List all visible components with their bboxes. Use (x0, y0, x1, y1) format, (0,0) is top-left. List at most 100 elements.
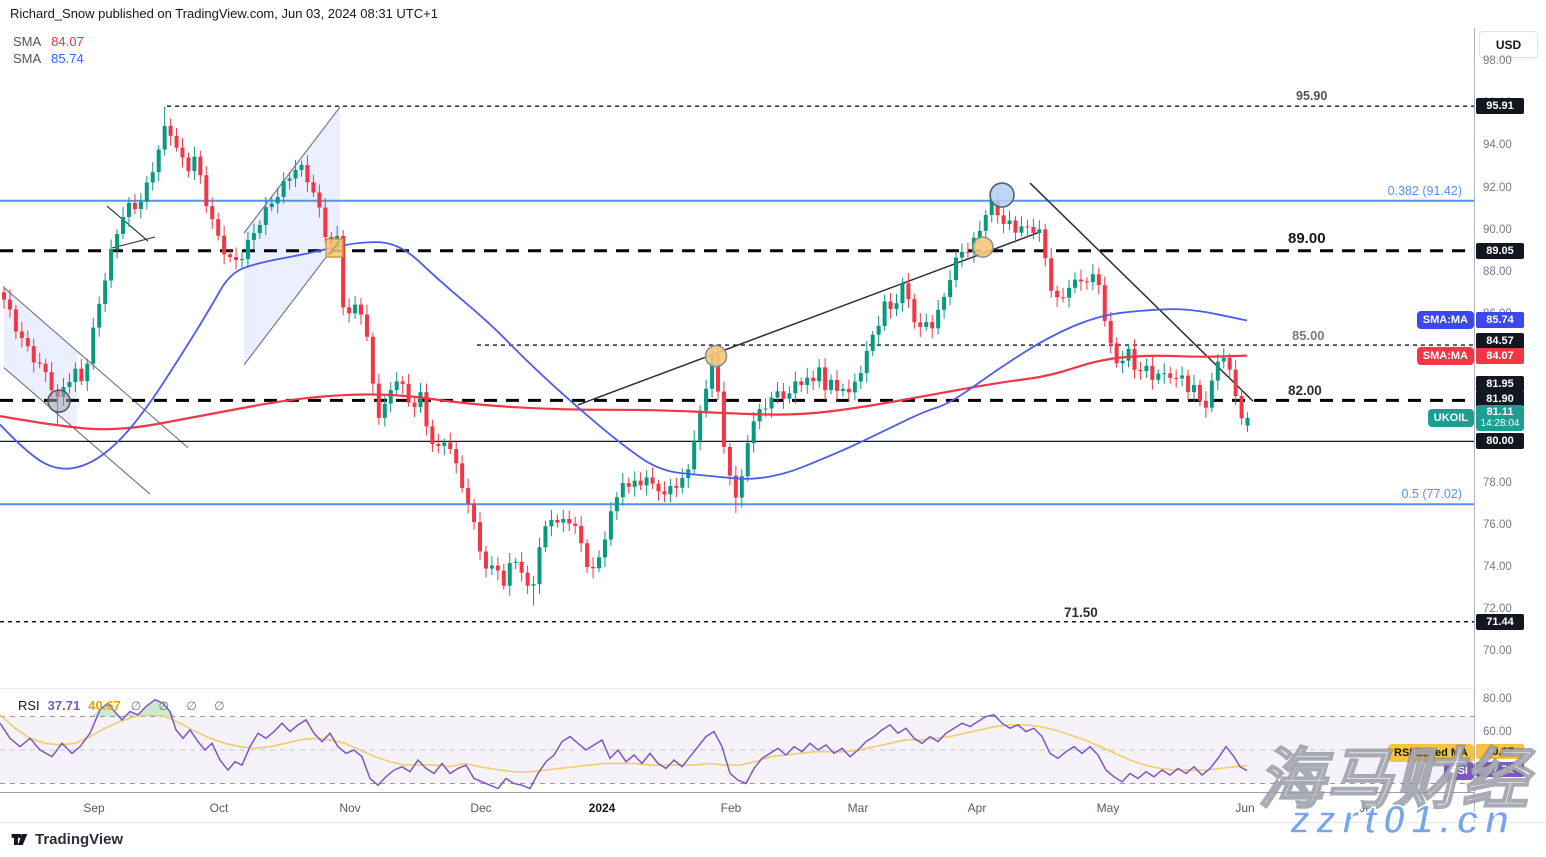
time-label-Apr[interactable]: Apr (967, 801, 987, 815)
sma1-value: 84.07 (51, 34, 84, 49)
trendline[interactable] (111, 236, 156, 249)
badge-tag-SMA:MA: SMA:MA (1416, 311, 1474, 330)
time-label-Nov[interactable]: Nov (339, 801, 361, 815)
channel-shading[interactable] (244, 107, 340, 365)
rsi-line[interactable] (0, 698, 1248, 790)
rsi-title: RSI (18, 698, 40, 713)
badge-value: 84.07 (1486, 349, 1514, 362)
rsi-value: 37.71 (47, 698, 81, 713)
rsi-empty-slots: ∅ ∅ ∅ ∅ (130, 699, 232, 713)
gray-circle-sep-low[interactable] (47, 389, 71, 413)
badge-value: 81.95 (1486, 378, 1514, 391)
time-label-Mar[interactable]: Mar (847, 801, 869, 815)
badge-value: 71.44 (1486, 615, 1514, 628)
rsi-badge-37.71: 37.71 RSI (1443, 762, 1524, 780)
channel-border[interactable] (3, 367, 151, 495)
level-label-7150: 71.50 (1064, 604, 1098, 620)
time-label-Jun[interactable]: Jun (1235, 801, 1255, 815)
price-badge-80.00: 80.00 (1476, 433, 1524, 450)
level-label-9590: 95.90 (1296, 89, 1328, 104)
tradingview-logo-text: TradingView (35, 831, 124, 848)
badge-value: 89.05 (1486, 244, 1514, 257)
rsi-ma-value: 40.67 (88, 698, 121, 713)
badge-tag-UKOIL: UKOIL (1427, 409, 1474, 427)
price-tick-76.00: 76.00 (1483, 518, 1512, 531)
main-pane[interactable] (0, 105, 1474, 623)
time-label-Oct[interactable]: Oct (209, 801, 229, 815)
channel-border[interactable] (243, 106, 341, 234)
price-badge-89.05: 89.05 (1476, 242, 1524, 259)
sma-legend-row-2[interactable]: SMA 85.74 (13, 50, 84, 67)
price-tick-98.00: 98.00 (1483, 55, 1512, 68)
price-badge-81.11: 81.11 14:28:04 UKOIL (1427, 405, 1524, 431)
rsi-pane-bottom-border (0, 792, 1474, 793)
level-label-8200: 82.00 (1288, 383, 1322, 399)
price-badge-71.44: 71.44 (1476, 613, 1524, 630)
time-label-Feb[interactable]: Feb (720, 801, 742, 815)
badge-tag-SMA:MA: SMA:MA (1416, 346, 1474, 365)
badge-value: 85.74 (1486, 314, 1514, 327)
price-tick-92.00: 92.00 (1483, 181, 1512, 194)
price-tick-70.00: 70.00 (1483, 645, 1512, 658)
price-badge-84.07: 84.07 SMA:MA (1416, 346, 1524, 365)
rsi-badge-tag-RSI-based MA: RSI-based MA (1388, 744, 1474, 762)
rsi-pane[interactable] (0, 698, 1474, 790)
time-label-Sep[interactable]: Sep (83, 801, 105, 815)
orange-circle-feb-touch[interactable] (704, 344, 728, 368)
channel-border[interactable] (3, 287, 189, 449)
watermark-url: zzrt01.cn (1289, 797, 1516, 843)
price-badge-81.90: 81.90 (1476, 391, 1524, 408)
badge-value: 81.90 (1486, 393, 1514, 406)
watermark-chinese: 海马财经 (1257, 740, 1530, 819)
pane-divider[interactable] (0, 688, 1474, 689)
sma-red-line[interactable] (0, 354, 1248, 431)
blue-circle-apr-peak[interactable] (989, 182, 1015, 208)
publish-attribution: Richard_Snow published on TradingView.co… (10, 6, 438, 21)
tradingview-logo[interactable]: TradingView (10, 830, 123, 849)
sma-legend-row-1[interactable]: SMA 84.07 (13, 33, 84, 50)
price-badge-85.74: 85.74 SMA:MA (1416, 311, 1524, 330)
time-label-2024[interactable]: 2024 (588, 801, 616, 815)
level-label-057702: 0.5 (77.02) (1401, 487, 1462, 502)
rsi-badge-40.67: 40.67 RSI-based MA (1388, 744, 1524, 762)
rsi-ma-line[interactable] (0, 714, 1248, 773)
sma-blue-line[interactable] (0, 241, 1248, 480)
highlight-box-arrow (328, 240, 341, 256)
sma2-label: SMA (13, 51, 42, 66)
level-label-8500: 85.00 (1292, 328, 1325, 344)
rsi-legend[interactable]: RSI 37.71 40.67 ∅ ∅ ∅ ∅ (18, 698, 232, 713)
level-label-8900: 89.00 (1288, 229, 1326, 247)
badge-value: 81.11 (1486, 406, 1514, 418)
price-tick-78.00: 78.00 (1483, 476, 1512, 489)
sma2-value: 85.74 (51, 51, 84, 66)
rsi-badge-tag-RSI: RSI (1443, 762, 1474, 780)
trendline[interactable] (106, 205, 149, 242)
rsi-tick-80.00: 80.00 (1483, 692, 1512, 705)
orange-circle-apr-touch[interactable] (972, 236, 994, 258)
sma-legend: SMA 84.07 SMA 85.74 (13, 33, 84, 67)
price-tick-74.00: 74.00 (1483, 560, 1512, 573)
badge-value: 95.91 (1486, 100, 1514, 113)
badge-countdown: 14:28:04 (1480, 418, 1520, 429)
price-tick-90.00: 90.00 (1483, 223, 1512, 236)
price-tick-72.00: 72.00 (1483, 602, 1512, 615)
time-label-May[interactable]: May (1096, 801, 1120, 815)
price-badge-95.91: 95.91 (1476, 98, 1524, 115)
channel-border[interactable] (243, 238, 341, 366)
badge-value: 80.00 (1486, 435, 1514, 448)
badge-value: 84.57 (1486, 335, 1514, 348)
rsi-tick-60.00: 60.00 (1483, 726, 1512, 739)
currency-button[interactable]: USD (1479, 31, 1538, 58)
rsi-overbought-fill (0, 699, 1247, 717)
price-tick-94.00: 94.00 (1483, 139, 1512, 152)
trendline[interactable] (577, 231, 1041, 406)
candles[interactable] (2, 106, 1250, 606)
time-axis-bottom-border (0, 822, 1546, 823)
tradingview-logo-icon (11, 833, 28, 846)
time-label-Dec[interactable]: Dec (470, 801, 492, 815)
time-label-Jul[interactable]: Jul (1359, 801, 1375, 815)
level-label-03829142: 0.382 (91.42) (1387, 183, 1462, 198)
price-tick-88.00: 88.00 (1483, 265, 1512, 278)
